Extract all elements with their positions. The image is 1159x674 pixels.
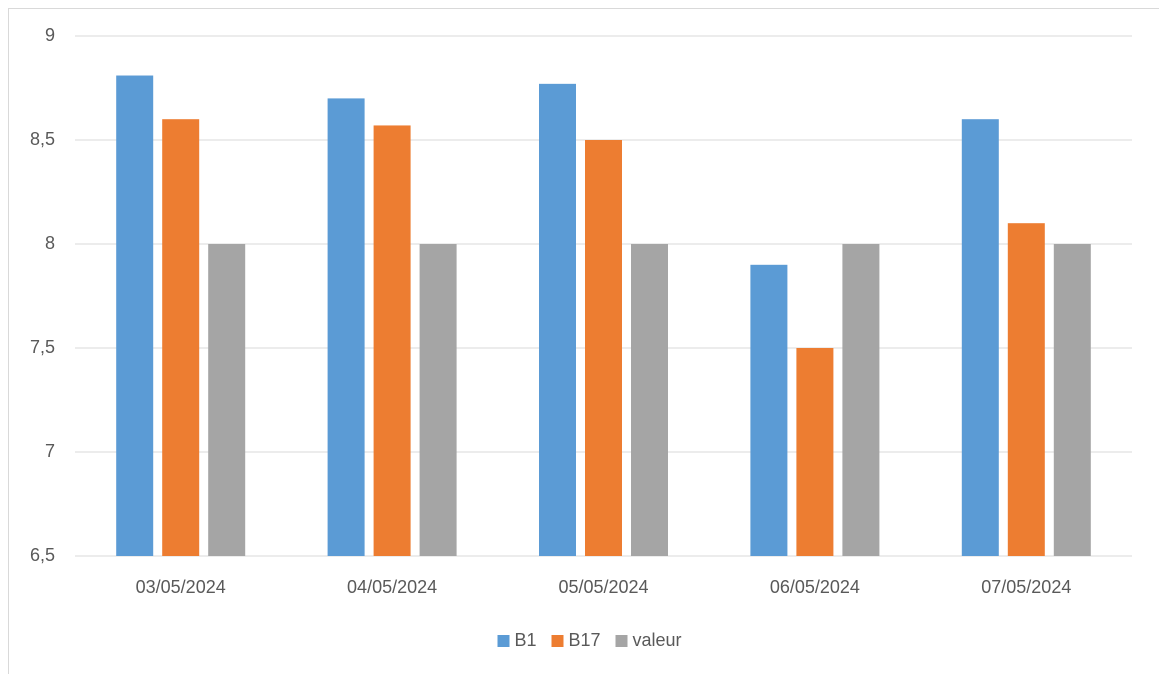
bar bbox=[796, 348, 834, 556]
bar bbox=[208, 244, 246, 556]
legend-swatch bbox=[551, 635, 564, 647]
y-tick-label: 7 bbox=[45, 441, 55, 461]
x-tick-label: 07/05/2024 bbox=[981, 577, 1071, 597]
bar bbox=[419, 244, 457, 556]
bar bbox=[162, 119, 200, 556]
legend-swatch bbox=[615, 635, 628, 647]
bar bbox=[327, 98, 365, 557]
bar bbox=[1007, 223, 1045, 556]
bar bbox=[116, 75, 154, 557]
bar bbox=[961, 119, 999, 556]
chart-frame bbox=[8, 8, 1159, 674]
bar bbox=[585, 140, 622, 556]
x-tick-label: 05/05/2024 bbox=[558, 577, 648, 597]
x-tick-label: 04/05/2024 bbox=[347, 577, 437, 597]
y-tick-label: 7,5 bbox=[30, 337, 55, 357]
bar bbox=[373, 125, 411, 556]
y-tick-label: 6,5 bbox=[30, 545, 55, 565]
y-tick-label: 8,5 bbox=[30, 129, 55, 149]
legend-swatch bbox=[497, 635, 510, 647]
bar bbox=[539, 83, 576, 556]
y-tick-label: 9 bbox=[45, 25, 55, 45]
x-tick-label: 06/05/2024 bbox=[770, 577, 860, 597]
legend-label: valeur bbox=[633, 630, 682, 650]
y-tick-label: 8 bbox=[45, 233, 55, 253]
legend-label: B17 bbox=[569, 630, 601, 650]
bar bbox=[842, 244, 880, 556]
legend-label: B1 bbox=[515, 630, 537, 650]
bar bbox=[1053, 244, 1091, 556]
bar bbox=[750, 264, 788, 556]
x-tick-label: 03/05/2024 bbox=[136, 577, 226, 597]
bar bbox=[631, 244, 668, 556]
